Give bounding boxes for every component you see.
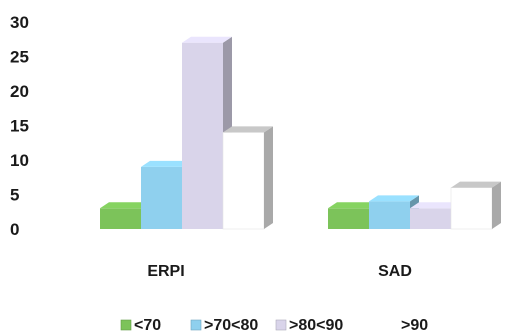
legend: <70 >70<80 >80<90 >90 bbox=[120, 317, 428, 334]
y-tick-label: 0 bbox=[10, 220, 19, 239]
legend-item-0: <70 bbox=[120, 317, 161, 334]
legend-label: >70<80 bbox=[204, 317, 258, 334]
y-tick-label: 10 bbox=[10, 151, 29, 170]
legend-swatch bbox=[275, 319, 287, 331]
bars-layer bbox=[100, 36, 501, 230]
bar-erpi-series-2 bbox=[182, 36, 232, 230]
y-tick-label: 15 bbox=[10, 117, 29, 136]
x-axis: ERPI SAD bbox=[147, 263, 412, 280]
y-tick-label: 25 bbox=[10, 48, 29, 67]
legend-label: <70 bbox=[134, 317, 161, 334]
legend-item-1: >70<80 bbox=[190, 317, 258, 334]
legend-swatch bbox=[190, 319, 202, 331]
legend-item-2: >80<90 bbox=[275, 317, 343, 334]
category-label-erpi: ERPI bbox=[147, 263, 184, 280]
y-axis: 0 5 10 15 20 25 30 bbox=[10, 13, 29, 239]
y-tick-label: 20 bbox=[10, 82, 29, 101]
bar-sad-series-3 bbox=[450, 181, 501, 230]
bar-erpi-series-3 bbox=[222, 126, 273, 230]
legend-swatch bbox=[120, 319, 132, 331]
legend-label: >90 bbox=[401, 317, 428, 334]
y-tick-label: 5 bbox=[10, 186, 19, 205]
y-tick-label: 30 bbox=[10, 13, 29, 32]
category-label-sad: SAD bbox=[378, 263, 412, 280]
legend-label: >80<90 bbox=[289, 317, 343, 334]
legend-item-3: >90 bbox=[387, 317, 428, 334]
legend-swatch bbox=[387, 319, 399, 331]
